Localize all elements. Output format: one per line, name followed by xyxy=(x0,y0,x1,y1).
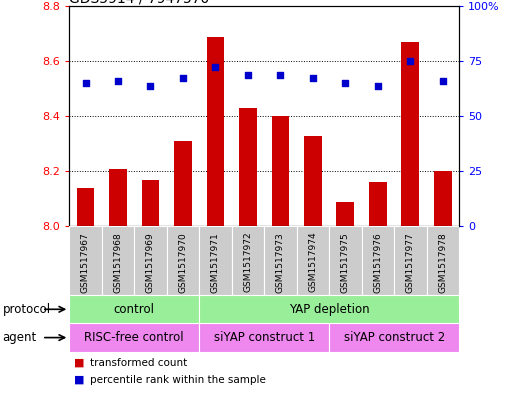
Bar xyxy=(434,171,452,226)
Bar xyxy=(69,226,102,295)
Point xyxy=(179,75,187,81)
Bar xyxy=(69,295,199,323)
Text: RISC-free control: RISC-free control xyxy=(85,331,184,344)
Text: ■: ■ xyxy=(74,375,85,385)
Point xyxy=(146,83,154,89)
Text: GSM1517967: GSM1517967 xyxy=(81,232,90,293)
Bar xyxy=(362,226,394,295)
Text: GSM1517969: GSM1517969 xyxy=(146,232,155,293)
Bar xyxy=(394,226,427,295)
Bar xyxy=(239,108,257,226)
Bar xyxy=(297,226,329,295)
Bar xyxy=(199,226,232,295)
Bar xyxy=(304,136,322,226)
Bar xyxy=(167,226,199,295)
Text: transformed count: transformed count xyxy=(90,358,187,368)
Text: control: control xyxy=(114,303,155,316)
Bar xyxy=(329,226,362,295)
Text: GSM1517976: GSM1517976 xyxy=(373,232,382,293)
Text: YAP depletion: YAP depletion xyxy=(289,303,369,316)
Point xyxy=(277,72,285,78)
Bar xyxy=(76,188,94,226)
Point xyxy=(244,72,252,78)
Bar xyxy=(271,116,289,226)
Text: GSM1517972: GSM1517972 xyxy=(244,232,252,292)
Text: siYAP construct 1: siYAP construct 1 xyxy=(213,331,315,344)
Bar xyxy=(174,141,192,226)
Text: GSM1517977: GSM1517977 xyxy=(406,232,415,293)
Point xyxy=(114,77,122,84)
Bar xyxy=(199,295,459,323)
Bar xyxy=(109,169,127,226)
Bar xyxy=(369,182,387,226)
Bar xyxy=(402,42,419,226)
Bar xyxy=(69,323,199,352)
Bar xyxy=(134,226,167,295)
Text: percentile rank within the sample: percentile rank within the sample xyxy=(90,375,266,385)
Bar xyxy=(427,226,459,295)
Point xyxy=(211,64,220,70)
Text: agent: agent xyxy=(3,331,37,344)
Bar xyxy=(232,226,264,295)
Text: GSM1517968: GSM1517968 xyxy=(113,232,123,293)
Text: GSM1517975: GSM1517975 xyxy=(341,232,350,293)
Bar xyxy=(264,226,297,295)
Point xyxy=(309,75,317,81)
Point xyxy=(374,83,382,89)
Bar xyxy=(102,226,134,295)
Text: GSM1517974: GSM1517974 xyxy=(308,232,318,292)
Bar xyxy=(142,180,160,226)
Bar xyxy=(207,37,224,226)
Text: GSM1517978: GSM1517978 xyxy=(439,232,447,293)
Bar xyxy=(329,323,459,352)
Text: GSM1517973: GSM1517973 xyxy=(276,232,285,293)
Point xyxy=(82,80,90,86)
Text: GSM1517970: GSM1517970 xyxy=(179,232,187,293)
Point xyxy=(406,58,415,64)
Point xyxy=(341,80,349,86)
Text: GSM1517971: GSM1517971 xyxy=(211,232,220,293)
Bar xyxy=(337,202,354,226)
Text: protocol: protocol xyxy=(3,303,51,316)
Text: siYAP construct 2: siYAP construct 2 xyxy=(344,331,445,344)
Point xyxy=(439,77,447,84)
Text: ■: ■ xyxy=(74,358,85,368)
Text: GDS5914 / 7947570: GDS5914 / 7947570 xyxy=(69,0,209,5)
Bar xyxy=(199,323,329,352)
